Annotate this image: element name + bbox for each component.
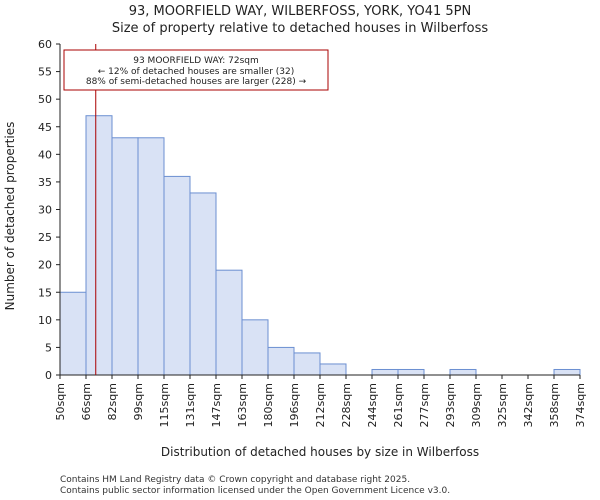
footer-licence: Contains public sector information licen… (60, 486, 450, 496)
y-tick-label: 0 (45, 369, 52, 382)
x-tick-label: 115sqm (158, 383, 171, 427)
annotation-title: 93 MOORFIELD WAY: 72sqm (133, 56, 259, 66)
y-tick-label: 30 (38, 204, 52, 217)
histogram-bar (163, 175, 191, 376)
y-tick-label: 10 (38, 314, 52, 327)
footer-copyright: Contains HM Land Registry data © Crown c… (60, 475, 410, 485)
y-tick-label: 55 (38, 66, 52, 79)
x-tick-label: 244sqm (366, 383, 379, 427)
histogram-bar (293, 352, 321, 376)
y-tick-label: 20 (38, 259, 52, 272)
x-tick-label: 131sqm (184, 383, 197, 427)
y-tick-label: 25 (38, 231, 52, 244)
histogram-bar (449, 368, 477, 376)
histogram-bar (59, 291, 87, 376)
y-tick-label: 5 (45, 341, 52, 354)
y-tick-label: 50 (38, 93, 52, 106)
x-tick-label: 325sqm (496, 383, 509, 427)
histogram-bar (137, 137, 165, 376)
x-tick-label: 261sqm (392, 383, 405, 427)
y-tick-label: 45 (38, 121, 52, 134)
annotation-larger-text: 88% of semi-detached houses are larger (… (86, 77, 307, 87)
x-tick-label: 180sqm (262, 383, 275, 427)
y-axis-label: Number of detached properties (3, 122, 17, 311)
y-tick-label: 15 (38, 286, 52, 299)
histogram-bar (371, 368, 399, 376)
x-tick-label: 228sqm (340, 383, 353, 427)
histogram-bar (397, 368, 425, 376)
x-tick-label: 212sqm (314, 383, 327, 427)
annotation-smaller-text: ← 12% of detached houses are smaller (32… (98, 67, 295, 77)
x-tick-label: 163sqm (236, 383, 249, 427)
x-tick-label: 277sqm (418, 383, 431, 427)
x-tick-label: 147sqm (210, 383, 223, 427)
histogram-bar (553, 368, 581, 376)
x-tick-label: 293sqm (444, 383, 457, 427)
x-tick-label: 99sqm (132, 383, 145, 420)
histogram-bar (215, 269, 243, 376)
x-tick-label: 82sqm (106, 383, 119, 420)
x-tick-label: 50sqm (54, 383, 67, 420)
x-tick-label: 374sqm (574, 383, 587, 427)
histogram-bar (189, 192, 217, 376)
histogram-bar (267, 346, 295, 376)
y-tick-label: 60 (38, 38, 52, 51)
chart-subtitle: Size of property relative to detached ho… (112, 21, 488, 36)
x-tick-label: 342sqm (522, 383, 535, 427)
x-tick-label: 66sqm (80, 383, 93, 420)
bars-group (59, 115, 581, 376)
histogram-bar (85, 115, 113, 376)
y-tick-label: 40 (38, 148, 52, 161)
x-axis-label: Distribution of detached houses by size … (161, 445, 479, 459)
histogram-bar (241, 319, 269, 376)
x-tick-label: 309sqm (470, 383, 483, 427)
y-tick-label: 35 (38, 176, 52, 189)
annotation-box (63, 49, 329, 91)
x-tick-label: 358sqm (548, 383, 561, 427)
chart-title: 93, MOORFIELD WAY, WILBERFOSS, YORK, YO4… (129, 4, 472, 19)
x-tick-label: 196sqm (288, 383, 301, 427)
ticks-group: 0 5 10 15 20 25 30 35 40 45 50 55 60 50sqm 66sqm 82sqm 9… (38, 38, 587, 427)
histogram-bar (111, 137, 139, 376)
histogram-bar (319, 363, 347, 376)
